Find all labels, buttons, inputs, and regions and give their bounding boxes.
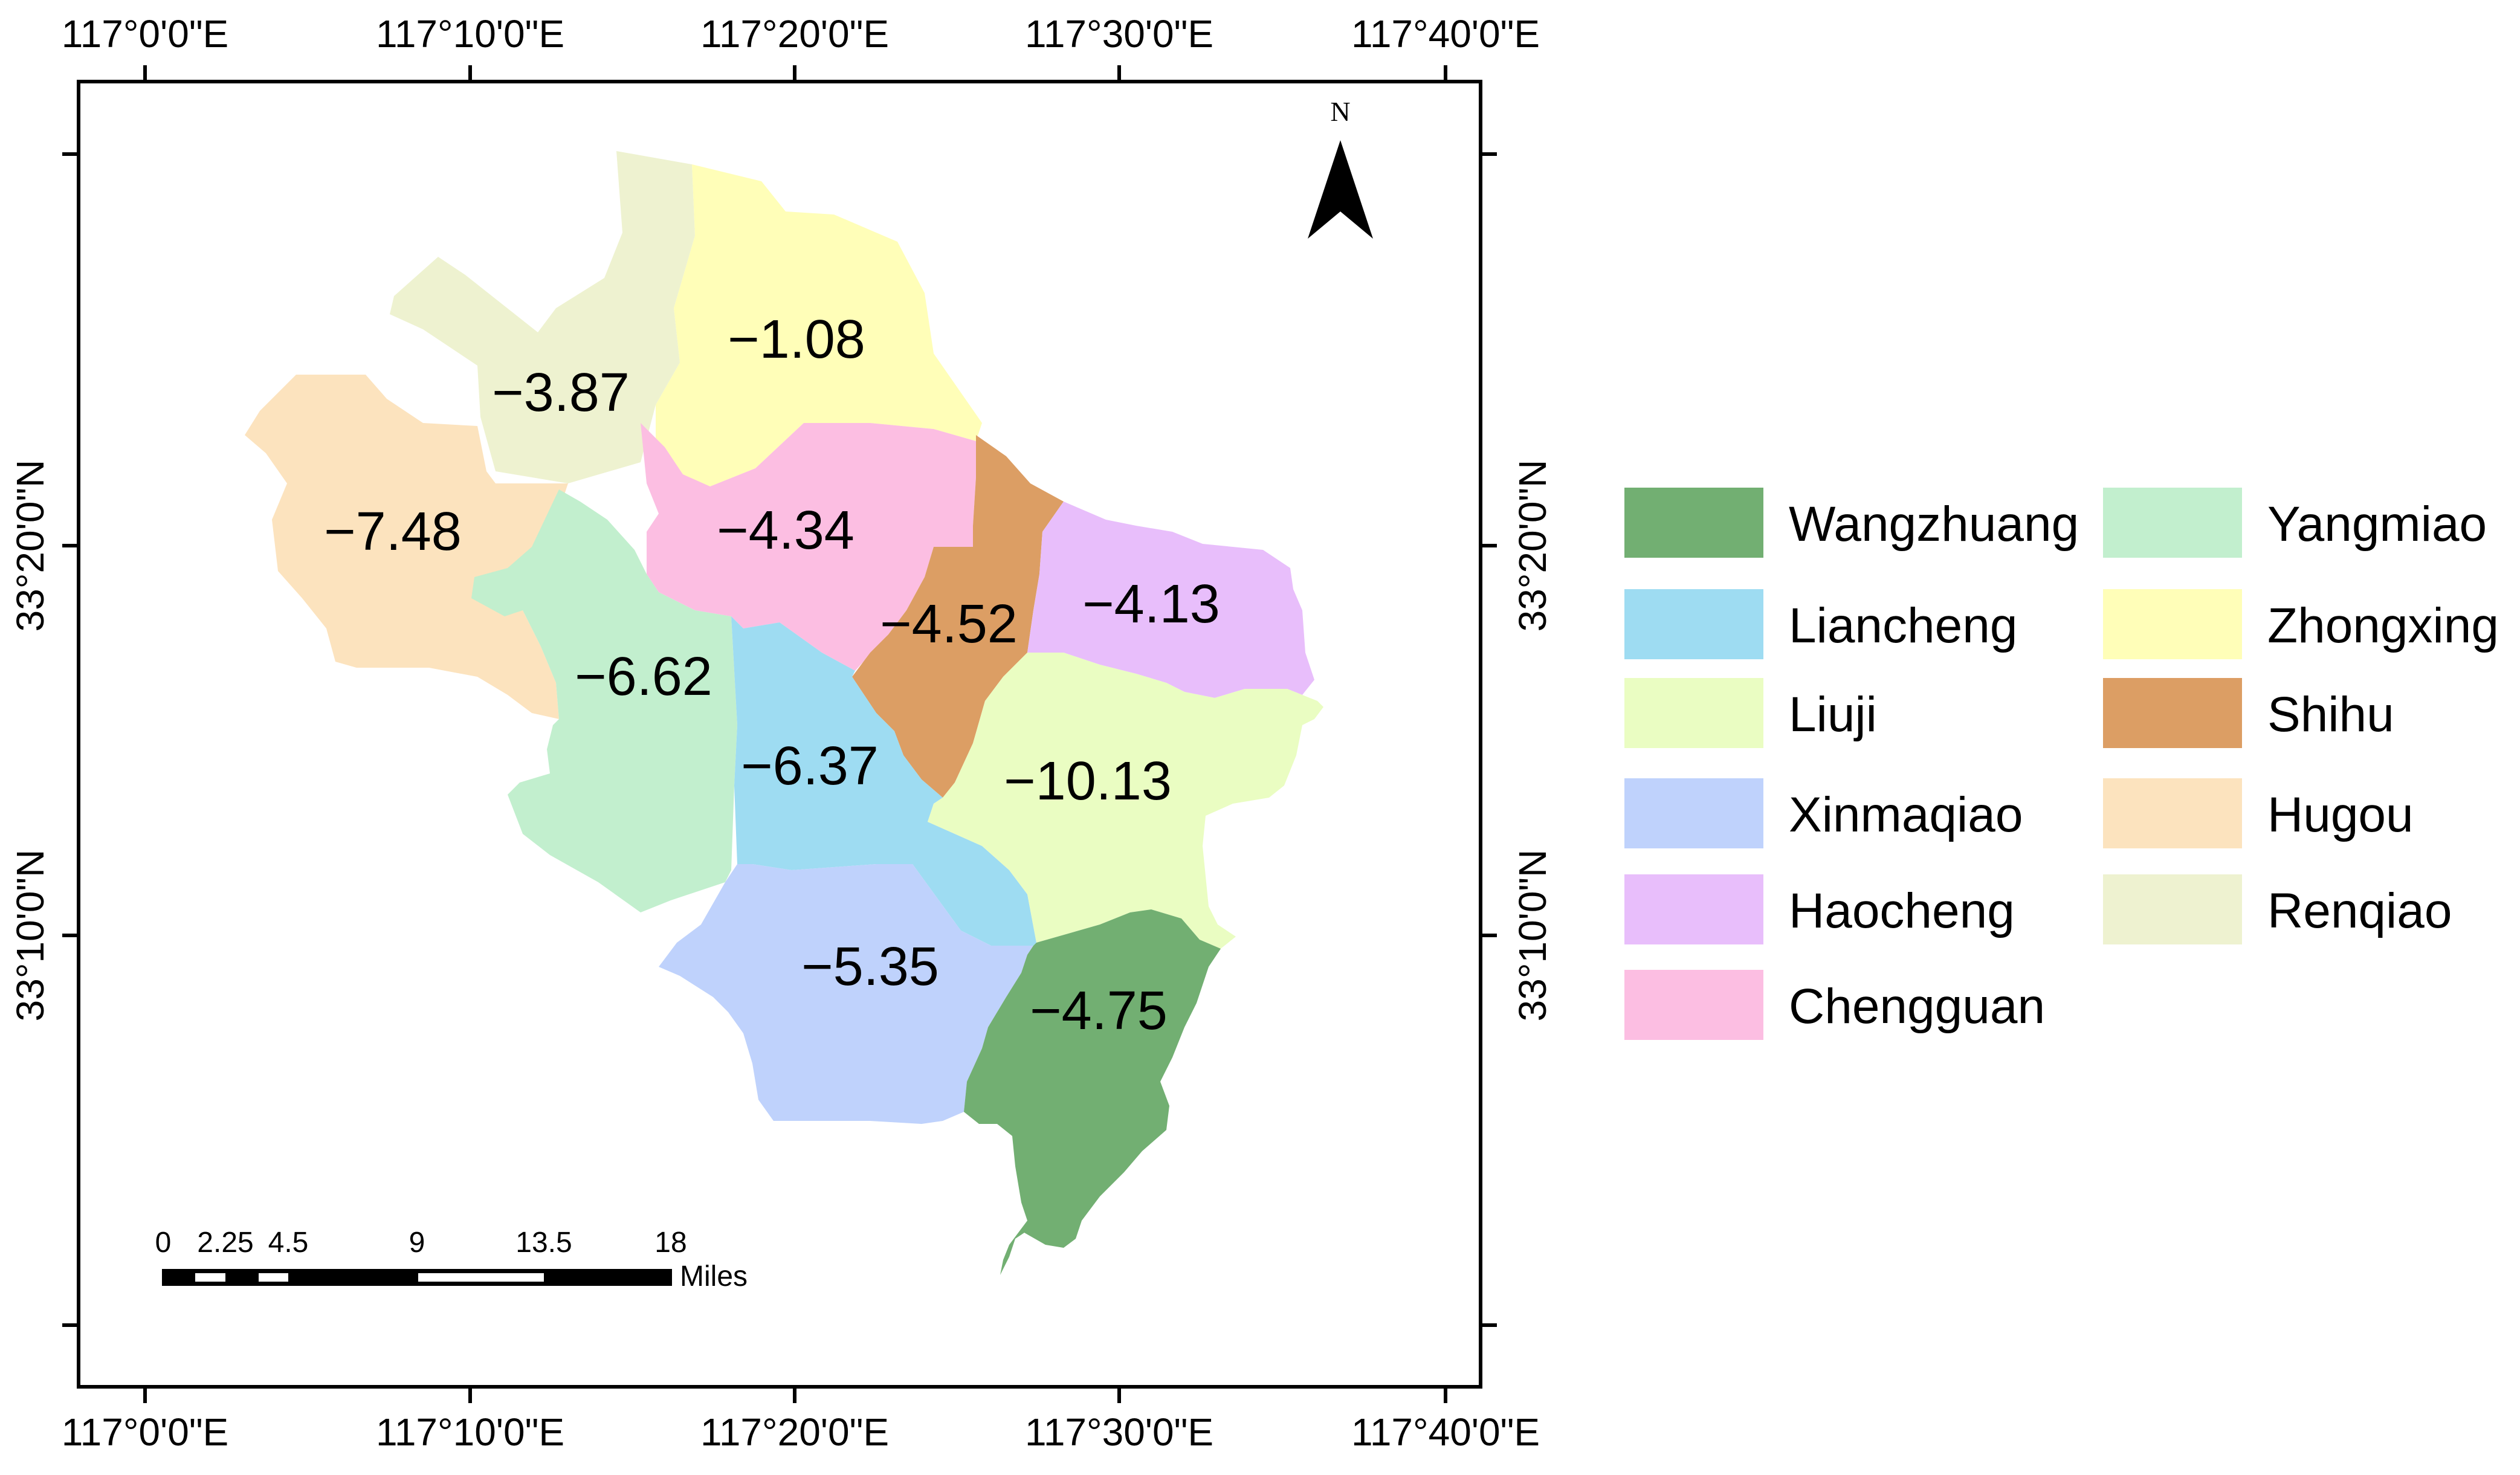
value-liuji: −10.13 [1004, 751, 1172, 812]
legend-label-haocheng: Haocheng [1789, 883, 2015, 938]
lon-label-bottom-2: 117°20'0"E [700, 1410, 889, 1454]
lat-label-right-0: 33°20'0"N [1511, 460, 1554, 632]
scale-label-3: 9 [409, 1227, 425, 1259]
scale-label-0: 0 [155, 1227, 172, 1259]
lon-label-top-0: 117°0'0"E [62, 12, 228, 56]
lat-label-right-1: 33°10'0"N [1511, 850, 1554, 1022]
value-liancheng: −6.37 [741, 736, 879, 796]
value-hugou: −7.48 [324, 502, 462, 562]
value-xinmaqiao: −5.35 [801, 937, 939, 997]
value-yangmiao: −6.62 [575, 647, 712, 707]
legend-swatch-yangmiao [2103, 488, 2242, 558]
lat-label-left-1: 33°10'0"N [8, 850, 52, 1022]
lon-label-top-2: 117°20'0"E [700, 12, 889, 56]
legend-swatch-liancheng [1624, 589, 1763, 659]
map-figure: 117°0'0"E 117°10'0"E 117°20'0"E 117°30'0… [0, 0, 2520, 1475]
legend-swatch-xinmaqiao [1624, 778, 1763, 848]
legend-swatch-haocheng [1624, 874, 1763, 944]
legend-swatch-hugou [2103, 778, 2242, 848]
legend-swatch-renqiao [2103, 874, 2242, 944]
lon-label-bottom-3: 117°30'0"E [1025, 1410, 1213, 1454]
scale-label-4: 13.5 [515, 1227, 572, 1259]
legend-label-yangmiao: Yangmiao [2267, 497, 2487, 552]
legend-label-liuji: Liuji [1789, 687, 1877, 742]
scale-segment [418, 1273, 544, 1282]
legend-label-xinmaqiao: Xinmaqiao [1789, 787, 2023, 842]
legend-swatch-liuji [1624, 678, 1763, 748]
value-zhongxing: −1.08 [728, 309, 865, 370]
value-chengguan: −4.34 [717, 500, 855, 561]
lon-label-top-3: 117°30'0"E [1025, 12, 1213, 56]
lon-label-bottom-4: 117°40'0"E [1351, 1410, 1540, 1454]
legend-label-liancheng: Liancheng [1789, 598, 2017, 653]
value-haocheng: −4.13 [1082, 574, 1220, 634]
value-shihu: −4.52 [880, 594, 1018, 654]
legend: Wangzhuang Liancheng Liuji Xinmaqiao Hao… [1624, 488, 2499, 1040]
lat-label-left-0: 33°20'0"N [8, 460, 52, 632]
lon-label-top-1: 117°10'0"E [376, 12, 564, 56]
legend-label-wangzhuang: Wangzhuang [1789, 497, 2079, 552]
legend-swatch-chengguan [1624, 970, 1763, 1040]
legend-swatch-wangzhuang [1624, 488, 1763, 558]
value-wangzhuang: −4.75 [1030, 981, 1168, 1041]
lon-label-bottom-1: 117°10'0"E [376, 1410, 564, 1454]
value-renqiao: −3.87 [492, 363, 630, 423]
legend-label-zhongxing: Zhongxing [2267, 598, 2499, 653]
legend-label-hugou: Hugou [2267, 787, 2414, 842]
scale-segment [259, 1273, 288, 1282]
lon-label-bottom-0: 117°0'0"E [62, 1410, 228, 1454]
scale-label-1: 2.25 [197, 1227, 253, 1259]
legend-swatch-shihu [2103, 678, 2242, 748]
legend-label-shihu: Shihu [2267, 687, 2394, 742]
scale-segment [195, 1273, 225, 1282]
north-label: N [1330, 96, 1350, 127]
legend-label-chengguan: Chengguan [1789, 979, 2045, 1034]
lon-label-top-4: 117°40'0"E [1351, 12, 1540, 56]
legend-swatch-zhongxing [2103, 589, 2242, 659]
scale-unit: Miles [680, 1260, 748, 1293]
scale-bar-outline [162, 1269, 672, 1286]
scale-label-5: 18 [654, 1227, 687, 1259]
legend-label-renqiao: Renqiao [2267, 883, 2452, 938]
scale-label-2: 4.5 [268, 1227, 309, 1259]
